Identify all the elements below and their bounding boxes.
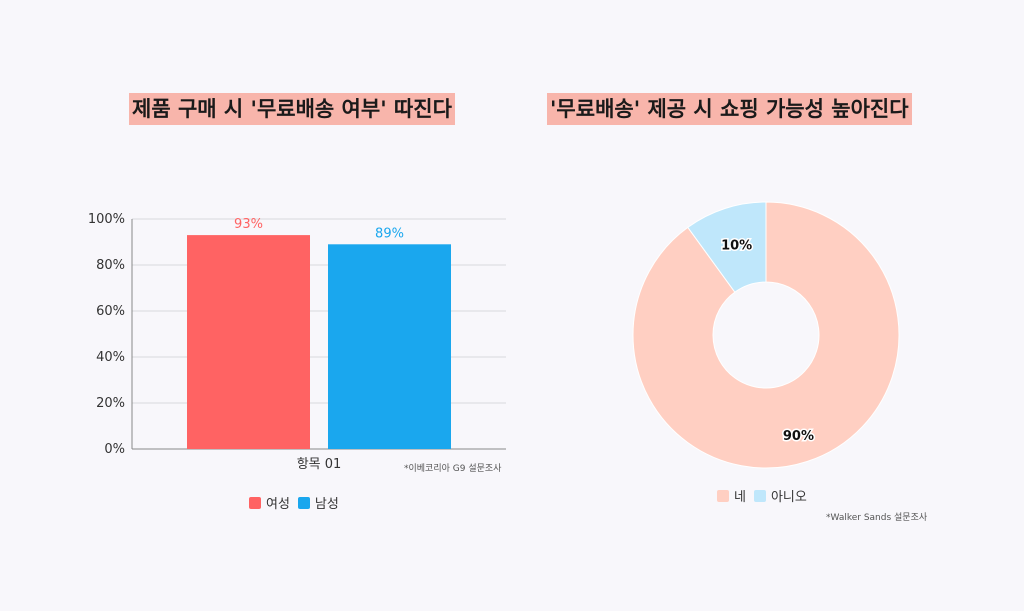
y-tick-label: 80% [96, 258, 125, 273]
legend-item-no: 아니오 [753, 486, 807, 505]
y-tick-label: 20% [96, 396, 125, 411]
legend-item-yes: 네 [717, 486, 746, 505]
legend-swatch-female [249, 496, 261, 509]
x-tick-label: 항목 01 [297, 457, 342, 472]
legend-swatch-no [753, 489, 766, 502]
legend-label-female: 여성 [266, 497, 290, 512]
legend-label-yes: 네 [734, 490, 746, 505]
legend-label-male: 남성 [314, 497, 339, 512]
slice-label: 10% [721, 239, 752, 254]
donut-chart-legend: 네 아니오 [717, 486, 815, 505]
bar-chart-legend: 여성 남성 [249, 493, 347, 512]
data-label: 89% [375, 226, 404, 241]
donut-slice-no [687, 201, 767, 293]
y-tick-label: 60% [96, 304, 125, 319]
bar-chart-source: *이베코리아 G9 설문조사 [404, 464, 502, 474]
legend-label-no: 아니오 [770, 490, 807, 505]
bar-male [328, 244, 451, 449]
bar-female [187, 235, 310, 449]
legend-item-female: 여성 [249, 493, 290, 512]
donut-slice-yes [632, 201, 900, 469]
donut-chart-source: *Walker Sands 설문조사 [826, 513, 928, 523]
y-tick-label: 0% [104, 442, 125, 457]
legend-swatch-yes [717, 489, 729, 502]
data-label: 93% [234, 217, 263, 232]
y-tick-label: 100% [88, 212, 125, 227]
slice-label: 90% [783, 429, 814, 444]
bar-chart-title: 제품 구매 시 '무료배송 여부' 따진다 [129, 93, 455, 125]
legend-swatch-male [297, 496, 310, 509]
y-tick-label: 40% [96, 350, 125, 365]
donut-chart-title: '무료배송' 제공 시 쇼핑 가능성 높아진다 [547, 93, 912, 125]
legend-item-male: 남성 [297, 493, 339, 512]
